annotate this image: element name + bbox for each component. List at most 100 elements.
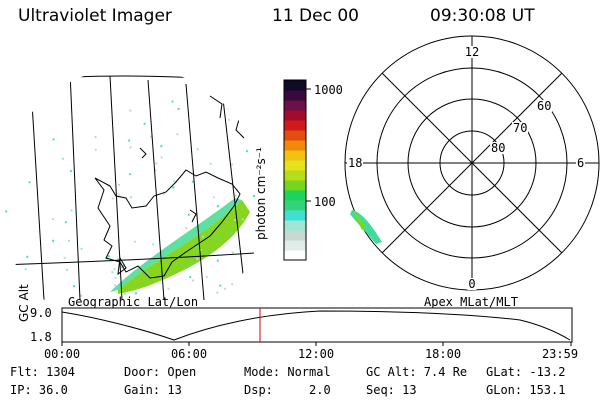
colorbar-cell: [284, 90, 306, 101]
speckle-dot: [94, 148, 97, 151]
aurora-emission-region: [118, 200, 250, 294]
apex-panel-label: Apex MLat/MLT: [424, 295, 518, 309]
speckle-dot: [215, 237, 218, 240]
speckle-dot: [199, 249, 202, 252]
status-dsp: Dsp: 2.0: [244, 383, 331, 397]
colorbar-cell: [284, 170, 306, 181]
status-flight: Flt: 1304: [10, 365, 76, 379]
speckle-dot: [196, 148, 199, 151]
speckle-dot: [205, 275, 208, 278]
speckle-dot: [160, 145, 163, 148]
speckle-dot: [65, 268, 68, 271]
colorbar-tick-1000: 1000: [314, 83, 343, 97]
speckle-dot: [223, 287, 226, 290]
colorbar-cell: [284, 140, 306, 151]
speckle-dot: [196, 257, 199, 260]
speckle-dot: [231, 283, 234, 286]
speckle-dot: [206, 229, 209, 232]
colorbar-cell: [284, 230, 306, 241]
speckle-dot: [192, 279, 195, 282]
colorbar-cell: [284, 210, 306, 221]
mlat-label-80: 80: [490, 141, 507, 155]
speckle-dot: [155, 162, 158, 165]
speckle-dot: [124, 292, 127, 295]
status-seq: Seq: 13: [366, 383, 417, 397]
speckle-dot: [234, 219, 237, 221]
colorbar-cell: [284, 110, 306, 121]
speckle-dot: [107, 255, 110, 258]
speckle-dot: [150, 135, 153, 138]
speckle-dot: [245, 150, 248, 153]
colorbar-cell: [284, 160, 306, 171]
altitude-curve: [61, 310, 571, 341]
speckle-dot: [171, 100, 174, 103]
colorbar-cell: [284, 100, 306, 111]
speckle-dot: [230, 163, 233, 166]
speckle-dot: [152, 243, 155, 246]
colorbar-cell: [284, 190, 306, 201]
mlt-label-12: 12: [463, 45, 481, 59]
speckle-dot: [191, 180, 194, 183]
speckle-dot: [80, 247, 83, 250]
time-tick-0000: 00:00: [43, 347, 81, 361]
colorbar-cell: [284, 150, 306, 161]
speckle-dot: [52, 239, 55, 242]
speckle-dot: [118, 193, 120, 196]
altitude-ytick-low: 1.8: [30, 330, 52, 344]
speckle-dot: [190, 261, 193, 264]
geographic-panel-label: Geographic Lat/Lon: [68, 295, 199, 309]
status-gc-alt: GC Alt: 7.4 Re: [366, 365, 468, 379]
speckle-dot: [211, 250, 214, 253]
mlat-label-60: 60: [536, 99, 553, 113]
date-label: 11 Dec 00: [272, 6, 359, 26]
mlt-label-6: 6: [576, 156, 586, 170]
mlt-label-0: 0: [467, 277, 477, 291]
speckle-dot: [129, 146, 132, 149]
time-tick-1200: 12:00: [297, 347, 335, 361]
speckle-dot: [146, 272, 149, 275]
speckle-dot: [128, 139, 131, 142]
time-tick-2359: 23:59: [541, 347, 579, 361]
speckle-dot: [129, 109, 132, 112]
speckle-dot: [143, 122, 146, 125]
speckle-dot: [61, 157, 64, 160]
speckle-dot: [253, 194, 255, 197]
speckle-dot: [134, 292, 137, 295]
speckle-dot: [176, 133, 179, 136]
speckle-dot: [133, 240, 136, 243]
speckle-dot: [64, 221, 67, 224]
speckle-dot: [130, 196, 133, 199]
colorbar: [283, 79, 311, 261]
colorbar-cell: [284, 130, 306, 141]
speckle-dot: [209, 162, 212, 165]
speckle-dot: [227, 118, 230, 121]
altitude-ylabel: GC Alt: [17, 284, 31, 322]
speckle-dot: [113, 268, 116, 271]
status-gain: Gain: 13: [124, 383, 182, 397]
speckle-dot: [5, 210, 8, 213]
colorbar-cell: [284, 180, 306, 191]
time-tick-1800: 18:00: [424, 347, 462, 361]
speckle-dot: [212, 196, 215, 199]
speckle-dot: [111, 197, 114, 200]
speckle-dot: [118, 183, 120, 186]
speckle-dot: [234, 194, 237, 197]
mlat-label-70: 70: [512, 121, 529, 135]
colorbar-cell: [284, 120, 306, 131]
speckle-dot: [241, 218, 244, 221]
speckle-dot: [160, 156, 163, 159]
speckle-dot: [69, 170, 72, 173]
speckle-dot: [185, 227, 188, 229]
speckle-dot: [129, 173, 132, 176]
time-label: 09:30:08 UT: [430, 6, 535, 26]
speckle-dot: [121, 266, 124, 269]
speckle-dot: [172, 186, 175, 189]
speckle-dot: [196, 246, 199, 248]
speckle-dot: [68, 239, 70, 242]
speckle-dot: [186, 266, 189, 269]
colorbar-cell: [284, 240, 306, 251]
colorbar-cell: [284, 250, 306, 261]
speckle-dot: [26, 255, 29, 258]
